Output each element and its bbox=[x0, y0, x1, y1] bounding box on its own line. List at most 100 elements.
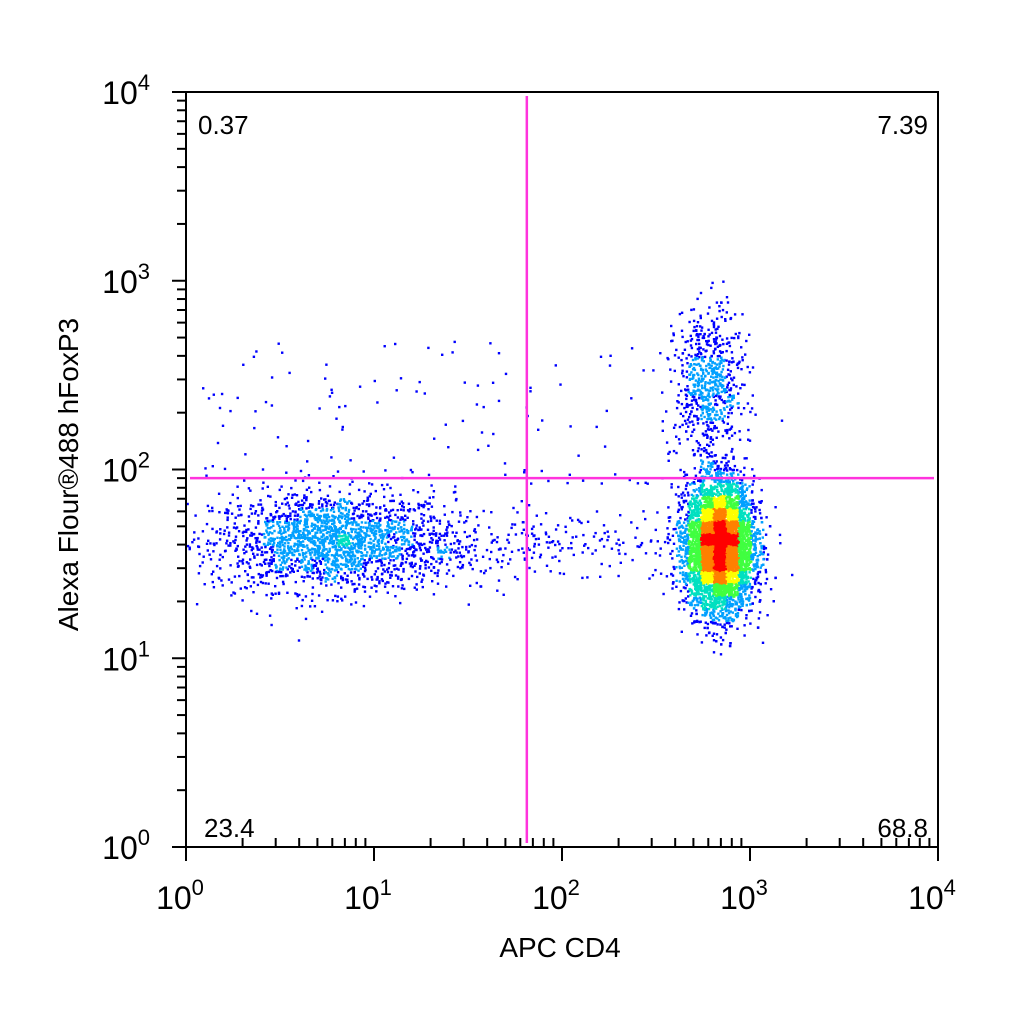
event-dot bbox=[301, 540, 305, 543]
event-dot bbox=[363, 544, 367, 547]
event-dot bbox=[363, 566, 367, 569]
event-dot bbox=[379, 506, 382, 509]
event-dot bbox=[716, 605, 719, 608]
event-dot bbox=[455, 531, 458, 534]
event-dot bbox=[302, 527, 306, 531]
event-dot bbox=[352, 546, 355, 550]
event-dot bbox=[245, 587, 248, 590]
event-dot bbox=[336, 542, 339, 545]
event-dot bbox=[366, 534, 369, 537]
event-dot bbox=[427, 550, 431, 553]
event-dot bbox=[314, 536, 317, 539]
event-dot bbox=[747, 514, 750, 517]
event-dot bbox=[300, 575, 304, 578]
event-dot bbox=[256, 553, 259, 556]
event-dot bbox=[430, 532, 434, 535]
event-dot bbox=[327, 542, 331, 545]
event-dot bbox=[282, 550, 285, 554]
event-dot bbox=[237, 530, 241, 533]
event-dot bbox=[304, 518, 307, 521]
event-dot bbox=[374, 512, 378, 516]
event-dot bbox=[375, 585, 378, 588]
event-dot bbox=[420, 543, 424, 547]
event-dot bbox=[290, 558, 293, 562]
event-dot bbox=[370, 575, 373, 579]
event-dot bbox=[358, 538, 362, 541]
event-dot bbox=[396, 547, 399, 550]
event-dot bbox=[253, 556, 256, 559]
event-dot bbox=[300, 558, 303, 562]
event-dot bbox=[232, 591, 235, 594]
event-dot bbox=[289, 534, 293, 537]
event-dot bbox=[399, 564, 402, 567]
event-dot bbox=[764, 547, 768, 550]
event-dot bbox=[426, 548, 430, 551]
event-dot bbox=[249, 507, 252, 511]
event-dot bbox=[448, 556, 451, 560]
event-dot bbox=[308, 486, 311, 489]
event-dot bbox=[225, 511, 228, 515]
event-dot bbox=[253, 555, 256, 558]
event-dot bbox=[242, 534, 245, 538]
event-dot bbox=[386, 570, 390, 574]
event-dot bbox=[357, 547, 361, 550]
event-dot bbox=[383, 563, 386, 567]
event-dot bbox=[421, 578, 424, 581]
event-dot bbox=[293, 549, 296, 552]
event-dot bbox=[221, 555, 224, 559]
event-dot bbox=[465, 519, 468, 523]
event-dot bbox=[704, 492, 707, 495]
event-dot bbox=[330, 537, 333, 541]
event-dot bbox=[369, 513, 372, 516]
event-dot bbox=[311, 535, 314, 538]
event-dot bbox=[285, 560, 288, 563]
event-dot bbox=[426, 502, 429, 505]
event-dot bbox=[310, 538, 313, 541]
event-dot bbox=[389, 576, 392, 579]
event-dot bbox=[272, 524, 275, 527]
event-dot bbox=[265, 558, 268, 561]
event-dot bbox=[282, 531, 285, 534]
event-dot bbox=[285, 517, 288, 520]
event-dot bbox=[331, 528, 334, 532]
event-dot bbox=[440, 560, 443, 564]
event-dot bbox=[413, 586, 416, 589]
event-dot bbox=[287, 546, 290, 549]
event-dot bbox=[366, 577, 369, 581]
event-dot bbox=[285, 573, 288, 576]
event-dot bbox=[333, 501, 336, 504]
event-dot bbox=[741, 485, 745, 488]
event-dot bbox=[680, 496, 683, 499]
event-dot bbox=[363, 540, 366, 543]
event-dot bbox=[744, 483, 747, 486]
event-dot bbox=[349, 571, 353, 574]
event-dot bbox=[281, 543, 285, 547]
event-dot bbox=[367, 504, 371, 508]
event-dot bbox=[413, 535, 416, 538]
event-dot bbox=[197, 545, 200, 548]
event-dot bbox=[459, 554, 463, 557]
event-dot bbox=[297, 504, 300, 507]
event-dot bbox=[374, 548, 378, 551]
event-dot bbox=[690, 558, 693, 561]
event-dot bbox=[426, 520, 430, 523]
event-dot bbox=[363, 548, 367, 551]
event-dot bbox=[430, 537, 433, 540]
event-dot bbox=[265, 529, 268, 532]
event-dot bbox=[715, 460, 718, 463]
event-dot bbox=[260, 550, 264, 554]
event-dot bbox=[440, 558, 444, 561]
event-dot bbox=[286, 545, 290, 548]
event-dot bbox=[294, 503, 297, 506]
event-dot bbox=[305, 555, 308, 558]
event-dot bbox=[361, 557, 364, 560]
event-dot bbox=[372, 524, 375, 528]
event-dot bbox=[369, 554, 372, 557]
event-dot bbox=[296, 513, 300, 516]
event-dot bbox=[380, 578, 384, 581]
event-dot bbox=[320, 578, 323, 582]
event-dot bbox=[317, 502, 321, 505]
event-dot bbox=[293, 520, 296, 524]
event-dot bbox=[422, 552, 425, 555]
event-dot bbox=[198, 552, 201, 556]
